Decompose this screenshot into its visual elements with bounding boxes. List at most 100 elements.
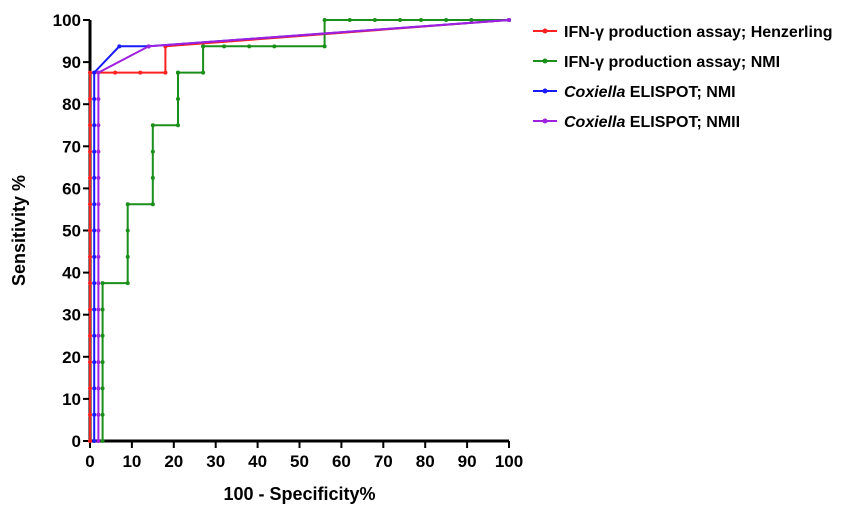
series-2: [100, 18, 511, 443]
data-point: [150, 123, 155, 128]
y-ticks: 0 10 20 30 40 50 60 70 80 90 100: [53, 11, 90, 451]
x-tick-label: 30: [206, 452, 225, 471]
axes: [88, 20, 509, 443]
legend-item: Coxiella ELISPOT; NMII: [533, 114, 740, 131]
legend-item: IFN-γ production assay; NMI: [533, 54, 780, 71]
data-point: [163, 70, 168, 75]
data-point: [92, 175, 97, 180]
series-line: [93, 19, 510, 441]
y-tick-label: 50: [62, 222, 81, 241]
legend-label: IFN-γ production assay; Henzerling: [564, 24, 832, 41]
series-1: [88, 18, 511, 443]
x-tick-label: 50: [290, 452, 309, 471]
data-point: [88, 175, 92, 180]
data-point: [88, 228, 92, 233]
data-point: [96, 202, 101, 207]
x-tick-label: 90: [458, 452, 477, 471]
data-point: [96, 360, 101, 365]
data-point: [150, 202, 155, 207]
data-point: [96, 307, 101, 312]
data-point: [96, 254, 101, 259]
x-axis-title: 100 - Specificity%: [223, 484, 375, 504]
data-point: [92, 254, 97, 259]
data-point: [201, 70, 206, 75]
series-4: [96, 18, 511, 443]
data-point: [272, 44, 277, 49]
x-tick-label: 60: [332, 452, 351, 471]
data-point: [347, 18, 352, 22]
data-point: [96, 333, 101, 338]
plot-series: [88, 18, 511, 443]
data-point: [96, 228, 101, 233]
data-point: [175, 70, 180, 75]
data-point: [175, 96, 180, 101]
data-point: [100, 281, 105, 286]
data-point: [88, 360, 92, 365]
data-point: [322, 44, 327, 49]
legend-item: IFN-γ production assay; Henzerling: [533, 24, 832, 41]
data-point: [96, 281, 101, 286]
y-tick-label: 90: [62, 53, 81, 72]
y-tick-label: 10: [62, 390, 81, 409]
data-point: [96, 123, 101, 128]
data-point: [146, 44, 151, 49]
data-point: [96, 412, 101, 417]
data-point: [92, 386, 97, 391]
y-tick-label: 60: [62, 179, 81, 198]
data-point: [125, 281, 130, 286]
data-point: [113, 70, 118, 75]
data-point: [398, 18, 403, 22]
series-line: [101, 19, 509, 441]
legend-label: IFN-γ production assay; NMI: [564, 54, 780, 71]
x-tick-label: 20: [164, 452, 183, 471]
data-point: [92, 202, 97, 207]
data-point: [88, 307, 92, 312]
data-point: [96, 149, 101, 154]
data-point: [92, 412, 97, 417]
data-point: [88, 281, 92, 286]
data-point: [88, 149, 92, 154]
data-point: [88, 70, 92, 75]
legend-swatch-marker: [542, 28, 548, 34]
legend-label: Coxiella ELISPOT; NMII: [564, 114, 740, 131]
x-tick-label: 80: [416, 452, 435, 471]
data-point: [96, 386, 101, 391]
data-point: [96, 96, 101, 101]
data-point: [444, 18, 449, 22]
data-point: [88, 386, 92, 391]
data-point: [117, 44, 122, 49]
data-point: [372, 18, 377, 22]
data-point: [88, 439, 92, 443]
data-point: [150, 175, 155, 180]
data-point: [100, 386, 105, 391]
data-point: [175, 123, 180, 128]
y-tick-label: 70: [62, 137, 81, 156]
legend: IFN-γ production assay; Henzerling IFN-γ …: [533, 24, 832, 131]
data-point: [92, 439, 97, 443]
data-point: [100, 333, 105, 338]
data-point: [100, 412, 105, 417]
data-point: [507, 18, 511, 22]
data-point: [125, 228, 130, 233]
data-point: [419, 18, 424, 22]
data-point: [96, 439, 101, 443]
y-tick-label: 20: [62, 348, 81, 367]
y-tick-label: 100: [53, 11, 81, 30]
series-line: [97, 19, 510, 441]
data-point: [125, 202, 130, 207]
data-point: [322, 18, 327, 22]
y-axis-title: Sensitivity %: [9, 175, 29, 286]
data-point: [88, 412, 92, 417]
data-point: [150, 149, 155, 154]
data-point: [92, 360, 97, 365]
data-point: [88, 96, 92, 101]
y-tick-label: 80: [62, 95, 81, 114]
y-tick-label: 40: [62, 264, 81, 283]
x-tick-label: 0: [85, 452, 94, 471]
legend-item: Coxiella ELISPOT; NMI: [533, 84, 736, 101]
x-tick-label: 40: [248, 452, 267, 471]
data-point: [125, 254, 130, 259]
y-tick-label: 30: [62, 306, 81, 325]
legend-label: Coxiella ELISPOT; NMI: [564, 84, 736, 101]
